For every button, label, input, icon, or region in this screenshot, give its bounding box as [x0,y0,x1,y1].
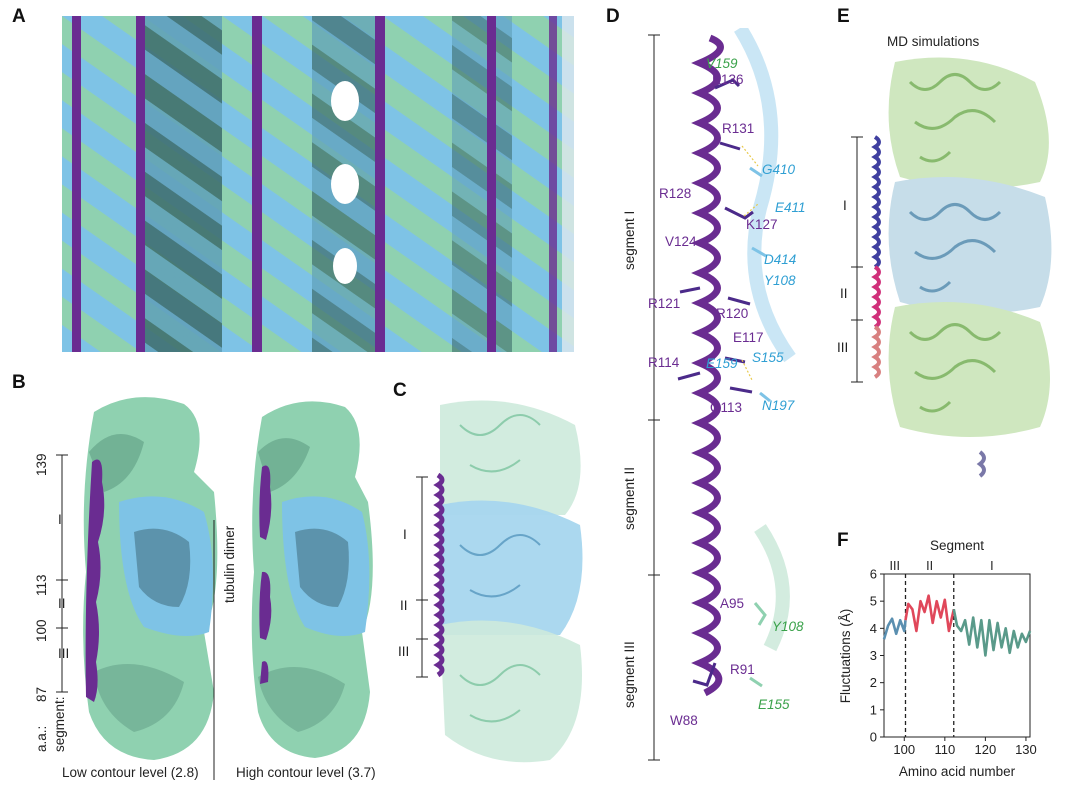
d-segment-label-iii: segment III [622,641,637,708]
c-segment-label-iii: III [398,644,410,659]
e-segment-label-i: I [843,198,847,213]
residue-a95: A95 [720,596,745,611]
x-tick-label: 130 [1015,742,1037,757]
segment-label: I [990,559,993,573]
aa-tick-87: 87 [34,686,49,702]
panel-label-f: F [837,530,849,551]
residue-r131: R131 [722,121,755,136]
residue-r114: R114 [648,355,680,370]
residue-w88: W88 [670,713,698,728]
residue-e117: E117 [733,330,764,345]
segment-brackets-d [648,34,660,761]
panel-label-c: C [393,380,407,401]
segment-label-ii: II [58,596,66,611]
segment-label: III [890,559,900,573]
y-tick-label: 3 [870,648,877,663]
md-simulations-title: MD simulations [887,34,980,49]
segment-label-i: I [58,512,62,527]
y-tick-label: 2 [870,675,877,690]
y-tick-label: 4 [870,621,877,636]
d-segment-label-ii: segment II [622,466,637,530]
residue-y108-green: Y108 [772,619,804,634]
segment-axis-title: segment: [52,696,67,752]
fluctuation-series-line [882,617,907,640]
segment-label: II [926,559,933,573]
residue-r120: R120 [716,306,749,321]
residue-g410: G410 [762,162,796,177]
panel-label-a: A [12,6,26,27]
residue-r128: R128 [659,186,692,201]
x-tick-label: 110 [934,742,955,757]
residue-d414: D414 [764,252,797,267]
aa-tick-113: 113 [34,574,49,596]
x-axis-label: Amino acid number [899,764,1016,779]
residue-s155: S155 [752,350,784,365]
y-axis-label: Fluctuations (Å) [838,609,853,704]
caption-low-contour: Low contour level (2.8) [62,765,199,780]
e-segment-label-ii: II [840,286,848,301]
e-segment-label-iii: III [837,340,849,355]
residue-e155: E155 [758,697,790,712]
residue-r121: R121 [648,296,681,311]
residue-v124: V124 [665,234,697,249]
caption-high-contour: High contour level (3.7) [236,765,376,780]
y-tick-label: 5 [870,594,877,609]
residue-e411: E411 [775,200,806,215]
aa-axis-title: a.a.: [34,725,49,752]
panel-label-b: B [12,372,26,393]
chart-title: Segment [930,538,984,553]
residue-k136: K136 [712,72,744,87]
panel-label-d: D [606,6,620,27]
fluctuation-series-line [904,594,956,633]
panel-b-axes [56,454,215,780]
density-map-low-contour [83,397,218,760]
density-map-high-contour [251,401,373,758]
aa-tick-139: 139 [34,453,49,476]
x-tick-label: 120 [975,742,997,757]
residue-v159: V159 [706,56,738,71]
md-simulation-model [851,57,1052,478]
tubulin-dimer-label: tubulin dimer [222,525,237,603]
microtubule-lattice-image [62,16,574,352]
y-tick-label: 6 [870,567,877,582]
fluctuation-series-line [952,609,1032,657]
residue-q113: Q113 [710,400,743,415]
residue-r91: R91 [730,662,755,677]
c-segment-label-ii: II [400,598,408,613]
panel-label-e: E [837,6,850,27]
segment-label-iii: III [58,646,70,661]
y-tick-label: 1 [870,702,877,717]
y-tick-label: 0 [870,730,877,745]
x-tick-label: 100 [893,742,915,757]
ribbon-model-c [416,400,583,763]
helix-closeup-d [677,28,796,697]
d-segment-label-i: segment I [622,210,637,270]
residue-e159: E159 [706,356,738,371]
residue-n197: N197 [762,398,795,413]
aa-tick-100: 100 [34,619,49,642]
residue-y108-blue: Y108 [764,273,796,288]
residue-k127: K127 [746,217,778,232]
c-segment-label-i: I [403,527,407,542]
